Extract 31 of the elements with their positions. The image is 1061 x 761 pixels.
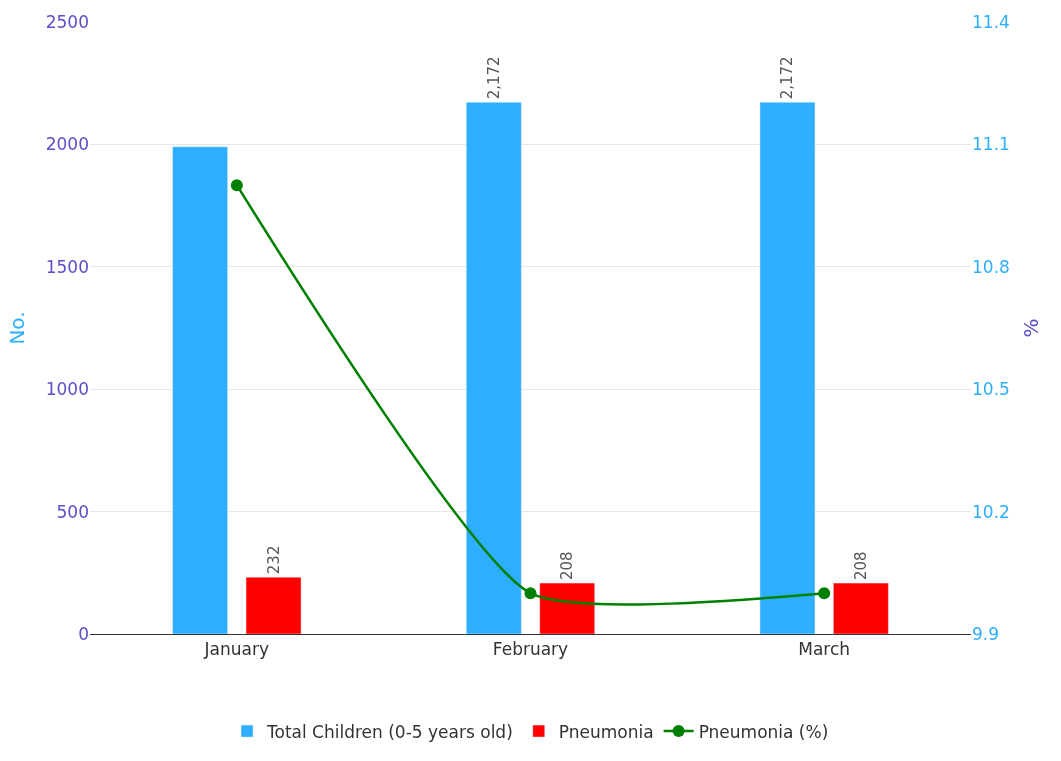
y-tick-label: 500 — [56, 501, 89, 522]
data-label: 2,172 — [484, 56, 503, 100]
y-tick-label: 1500 — [45, 256, 89, 277]
y2-tick-label: 10.8 — [972, 256, 1010, 277]
data-label: 232 — [264, 545, 283, 575]
bar — [833, 582, 889, 634]
legend-label: Total Children (0-5 years old) — [266, 721, 513, 742]
data-label: 2,172 — [778, 56, 797, 100]
y-axis-title: No. — [5, 311, 30, 345]
bar — [172, 146, 228, 634]
data-label: 208 — [558, 551, 577, 581]
y-tick-label: 1000 — [45, 379, 89, 400]
y2-tick-label: 11.1 — [972, 134, 1010, 155]
y-tick-label: 2000 — [45, 134, 89, 155]
x-tick-label: March — [798, 639, 851, 660]
y-tick-label: 2500 — [45, 11, 89, 32]
bar — [245, 576, 302, 634]
bar — [466, 102, 522, 634]
legend-label: Pneumonia — [558, 721, 654, 742]
y2-tick-label: 11.4 — [972, 11, 1010, 32]
legend-label: Pneumonia (%) — [698, 721, 829, 742]
y2-tick-label: 9.9 — [972, 623, 1000, 644]
bar — [759, 102, 816, 634]
data-label: 208 — [851, 551, 870, 581]
bar — [539, 582, 595, 634]
y2-axis-title: % — [1019, 318, 1044, 338]
y2-tick-label: 10.5 — [972, 379, 1010, 400]
y-tick-label: 0 — [78, 623, 89, 644]
x-tick-label: February — [492, 639, 569, 660]
x-tick-label: January — [203, 639, 270, 660]
y2-tick-label: 10.2 — [972, 501, 1010, 522]
